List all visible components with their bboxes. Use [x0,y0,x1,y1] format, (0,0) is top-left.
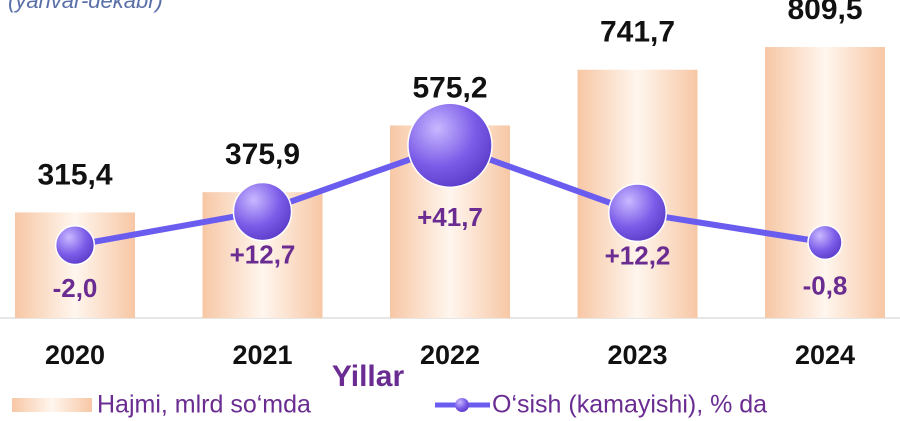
growth-value-label: +41,7 [417,202,483,232]
bar-value-label: 375,9 [225,138,300,171]
growth-value-label: -0,8 [803,270,848,300]
legend-label: O‘sish (kamayishi), % da [492,391,767,419]
growth-point [54,225,96,266]
x-tick-label: 2022 [420,340,480,370]
growth-point [608,183,667,243]
growth-point [407,102,493,189]
bar-value-label: 575,2 [412,71,487,104]
x-tick-label: 2020 [45,340,105,370]
growth-point [807,224,843,261]
subtitle: (yanvar-dekabr) [8,0,163,13]
legend-swatch [455,398,469,412]
bar-value-label: 809,5 [787,0,862,26]
bar-value-label: 315,4 [37,158,112,191]
growth-value-label: +12,7 [230,239,296,269]
x-tick-label: 2024 [795,340,855,370]
legend-label: Hajmi, mlrd so‘mda [97,391,311,419]
legend: Hajmi, mlrd so‘mda O‘sish (kamayishi), % … [12,391,767,419]
x-tick-label: 2021 [232,340,292,370]
growth-point [232,181,293,242]
x-tick-label: 2023 [607,340,667,370]
x-axis-label: Yillar [332,360,405,393]
bar-value-label: 741,7 [600,16,675,49]
growth-value-label: +12,2 [605,241,671,271]
growth-value-label: -2,0 [53,273,98,303]
legend-swatch [12,398,92,412]
bar [765,47,885,319]
